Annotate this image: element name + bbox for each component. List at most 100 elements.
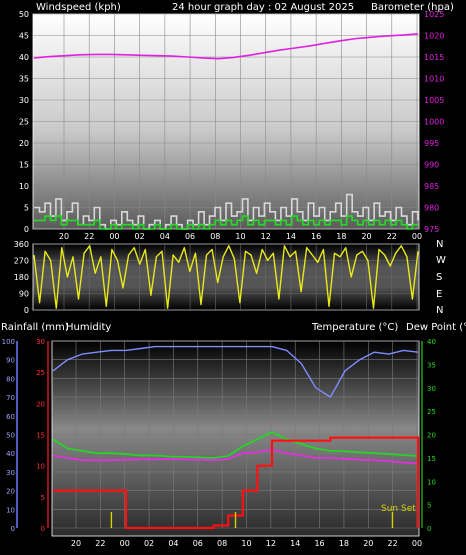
x-tick-label: 12 bbox=[261, 232, 271, 241]
y-left-tick-label: 45 bbox=[19, 32, 29, 41]
y-temp-tick-label: 20 bbox=[427, 432, 436, 440]
wind-axis-title: Windspeed (kph) bbox=[36, 2, 121, 13]
y-humidity-tick-label: 10 bbox=[6, 506, 15, 514]
compass-label: W bbox=[436, 255, 446, 266]
x-tick-label: 04 bbox=[168, 539, 178, 548]
x-tick-label: 16 bbox=[311, 232, 321, 241]
y-direction-tick-label: 0 bbox=[24, 306, 29, 315]
y-right-tick-label: 995 bbox=[424, 139, 439, 148]
y-temp-tick-label: 0 bbox=[427, 525, 431, 533]
series-wind-direction bbox=[33, 245, 419, 309]
y-right-tick-label: 980 bbox=[424, 204, 439, 213]
series-wind-average bbox=[34, 215, 418, 230]
x-tick-label: 22 bbox=[95, 539, 105, 548]
y-rain-tick-label: 0 bbox=[41, 525, 45, 533]
x-tick-label: 22 bbox=[84, 232, 94, 241]
series-barometer bbox=[33, 33, 419, 60]
x-tick-label: 18 bbox=[336, 232, 346, 241]
y-left-tick-label: 40 bbox=[19, 53, 29, 62]
y-humidity-tick-label: 100 bbox=[2, 338, 15, 346]
x-tick-label: 10 bbox=[235, 232, 245, 241]
x-tick-label: 22 bbox=[388, 539, 398, 548]
x-tick-label: 18 bbox=[339, 539, 349, 548]
series-dewpoint bbox=[52, 448, 419, 465]
compass-label: N bbox=[436, 305, 443, 316]
compass-label: S bbox=[436, 272, 442, 283]
series-wind-gust bbox=[34, 193, 419, 230]
y-rain-tick-label: 10 bbox=[36, 463, 45, 471]
y-rain-tick-label: 25 bbox=[36, 369, 45, 377]
dewpoint-axis-title: Dew Point (°C) bbox=[406, 322, 466, 333]
y-temp-tick-label: 30 bbox=[427, 385, 436, 393]
y-temp-tick-label: 25 bbox=[427, 408, 436, 416]
y-right-tick-label: 1025 bbox=[424, 10, 444, 19]
x-tick-label: 12 bbox=[266, 539, 276, 548]
y-right-tick-label: 1005 bbox=[424, 96, 444, 105]
y-right-tick-label: 1020 bbox=[424, 32, 444, 41]
compass-label: E bbox=[436, 289, 442, 300]
y-humidity-tick-label: 60 bbox=[6, 413, 15, 421]
sunset-annotation: Sun Set bbox=[381, 504, 416, 514]
rainfall-axis-title: Rainfall (mm) bbox=[1, 322, 69, 333]
x-tick-label: 20 bbox=[71, 539, 81, 548]
y-left-tick-label: 15 bbox=[19, 161, 29, 170]
y-direction-tick-label: 270 bbox=[14, 257, 29, 266]
y-rain-tick-label: 15 bbox=[36, 432, 45, 440]
compass-label: N bbox=[436, 239, 443, 250]
x-tick-label: 20 bbox=[361, 232, 371, 241]
x-tick-label: 00 bbox=[412, 539, 422, 548]
y-temp-tick-label: 5 bbox=[427, 502, 431, 510]
y-right-tick-label: 1010 bbox=[424, 75, 444, 84]
y-left-tick-label: 20 bbox=[19, 139, 29, 148]
y-temp-tick-label: 15 bbox=[427, 455, 436, 463]
y-right-tick-label: 1015 bbox=[424, 53, 444, 62]
graph-title: 24 hour graph day : 02 August 2025 bbox=[172, 2, 354, 13]
y-left-tick-label: 35 bbox=[19, 75, 29, 84]
y-rain-tick-label: 20 bbox=[36, 400, 45, 408]
y-humidity-tick-label: 80 bbox=[6, 375, 15, 383]
series-temperature bbox=[52, 431, 419, 459]
y-humidity-tick-label: 20 bbox=[6, 488, 15, 496]
y-left-tick-label: 10 bbox=[19, 182, 29, 191]
y-left-tick-label: 0 bbox=[24, 225, 29, 234]
y-humidity-tick-label: 90 bbox=[6, 357, 15, 365]
x-tick-label: 20 bbox=[363, 539, 373, 548]
x-tick-label: 16 bbox=[314, 539, 324, 548]
x-tick-label: 08 bbox=[217, 539, 227, 548]
x-tick-label: 20 bbox=[59, 232, 69, 241]
y-humidity-tick-label: 30 bbox=[6, 469, 15, 477]
x-tick-label: 00 bbox=[412, 232, 422, 241]
x-tick-label: 14 bbox=[290, 539, 300, 548]
humidity-axis-title: Humidity bbox=[66, 322, 111, 333]
y-left-tick-label: 30 bbox=[19, 96, 29, 105]
x-tick-label: 22 bbox=[387, 232, 397, 241]
x-tick-label: 14 bbox=[286, 232, 296, 241]
y-direction-tick-label: 180 bbox=[14, 273, 29, 282]
y-right-tick-label: 1000 bbox=[424, 118, 444, 127]
y-left-tick-label: 25 bbox=[19, 118, 29, 127]
y-left-tick-label: 5 bbox=[24, 204, 29, 213]
y-right-tick-label: 990 bbox=[424, 161, 439, 170]
y-left-tick-label: 50 bbox=[19, 10, 29, 19]
series-rainfall bbox=[53, 436, 420, 530]
x-tick-label: 06 bbox=[185, 232, 195, 241]
x-tick-label: 08 bbox=[210, 232, 220, 241]
y-rain-tick-label: 30 bbox=[36, 338, 45, 346]
y-right-tick-label: 975 bbox=[424, 225, 439, 234]
y-right-tick-label: 985 bbox=[424, 182, 439, 191]
series-humidity bbox=[52, 345, 419, 398]
y-direction-tick-label: 90 bbox=[19, 290, 29, 299]
y-direction-tick-label: 360 bbox=[14, 240, 29, 249]
x-tick-label: 00 bbox=[109, 232, 119, 241]
temperature-axis-title: Temperature (°C) bbox=[311, 322, 398, 333]
x-tick-label: 06 bbox=[193, 539, 203, 548]
x-tick-label: 02 bbox=[144, 539, 154, 548]
y-humidity-tick-label: 0 bbox=[11, 525, 15, 533]
x-tick-label: 00 bbox=[120, 539, 130, 548]
y-temp-tick-label: 10 bbox=[427, 478, 436, 486]
barometer-axis-title: Barometer (hpa) bbox=[371, 2, 454, 13]
y-temp-tick-label: 40 bbox=[427, 338, 436, 346]
x-tick-label: 02 bbox=[135, 232, 145, 241]
y-rain-tick-label: 5 bbox=[41, 494, 45, 502]
